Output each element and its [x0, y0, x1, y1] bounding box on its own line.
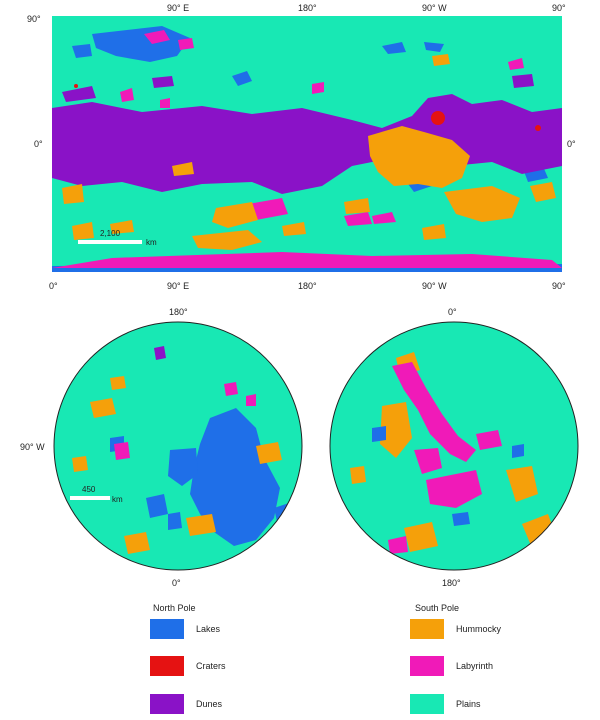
top-label-90w: 90° W: [422, 3, 447, 13]
south-labyrinth-regions: [388, 362, 502, 554]
south-bottom-label: 180°: [442, 578, 461, 588]
top-label-90: 90°: [552, 3, 566, 13]
legend-swatch-craters: [150, 656, 184, 676]
north-bottom-label: 0°: [172, 578, 181, 588]
bottom-label-0: 0°: [49, 281, 58, 291]
bottom-label-90w: 90° W: [422, 281, 447, 291]
south-top-label: 0°: [448, 307, 457, 317]
equirect-scale-unit: km: [146, 238, 157, 247]
legend-swatch-lakes: [150, 619, 184, 639]
north-scale-bar: [70, 496, 110, 500]
craters-regions: [74, 84, 541, 131]
north-scale-value: 450: [82, 485, 96, 494]
bottom-label-90e: 90° E: [167, 281, 190, 291]
south-pole-map-image: [329, 321, 579, 571]
bottom-label-180: 180°: [298, 281, 317, 291]
equirect-map-image: 2,100 km: [52, 16, 562, 272]
north-scale-unit: km: [112, 495, 123, 504]
legend-swatch-plains: [410, 694, 444, 714]
north-left-label: 90° W: [20, 442, 45, 452]
north-hummocky-regions: [72, 376, 282, 554]
bottom-label-90: 90°: [552, 281, 566, 291]
equirect-scale-value: 2,100: [100, 229, 121, 238]
south-lakes-regions: [372, 426, 524, 526]
legend-label-hummocky: Hummocky: [456, 624, 502, 634]
legend-label-craters: Craters: [196, 661, 226, 671]
top-label-90e: 90° E: [167, 3, 190, 13]
hummocky-regions: [62, 54, 556, 250]
north-dunes-regions: [154, 346, 166, 360]
legend-label-plains: Plains: [456, 699, 481, 709]
right-label-0: 0°: [567, 139, 576, 149]
legend-swatch-labyrinth: [410, 656, 444, 676]
legend-label-lakes: Lakes: [196, 624, 221, 634]
legend-label-labyrinth: Labyrinth: [456, 661, 494, 671]
legend-north-title: North Pole: [153, 603, 196, 613]
north-top-label: 180°: [169, 307, 188, 317]
north-labyrinth-regions: [114, 382, 256, 460]
south-hummocky-regions: [350, 352, 556, 552]
legend-label-dunes: Dunes: [196, 699, 223, 709]
legend-south-title: South Pole: [415, 603, 460, 613]
legend-swatch-dunes: [150, 694, 184, 714]
equirect-scale-bar: [78, 240, 142, 244]
north-pole-map-image: 450 km: [53, 321, 303, 571]
left-label-0: 0°: [34, 139, 43, 149]
legend-swatch-hummocky: [410, 619, 444, 639]
labyrinth-regions: [52, 30, 562, 268]
left-label-90: 90°: [27, 14, 41, 24]
top-label-180: 180°: [298, 3, 317, 13]
